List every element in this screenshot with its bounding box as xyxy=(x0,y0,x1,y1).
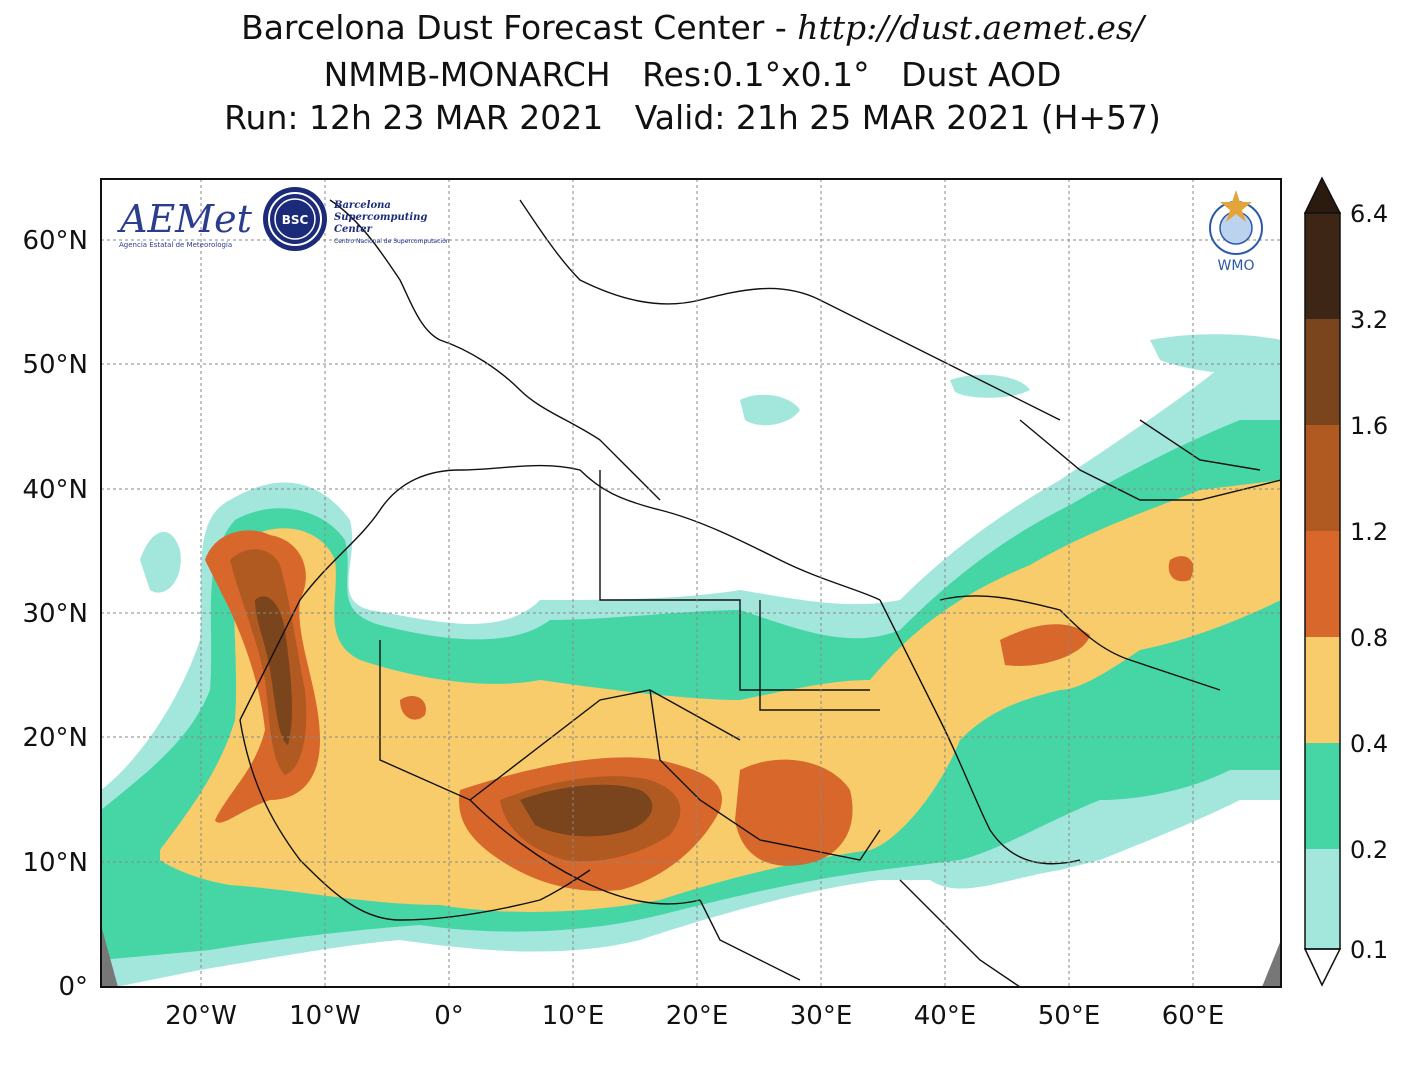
bsc-logo-text: BSC xyxy=(282,213,309,227)
bsc-logo-line3: Center xyxy=(334,224,373,235)
title-line-1: Barcelona Dust Forecast Center - http://… xyxy=(0,8,1385,48)
borders xyxy=(239,199,1281,987)
lat-label-30n: 30°N xyxy=(22,599,88,629)
star-icon xyxy=(1220,190,1252,222)
aemet-logo: AEMet Agencia Estatal de Meteorología xyxy=(117,197,253,249)
dust-field xyxy=(101,179,1281,987)
lat-label-50n: 50°N xyxy=(22,350,88,380)
bsc-logo-line1: Barcelona xyxy=(333,200,391,211)
lat-label-40n: 40°N xyxy=(22,475,88,505)
missing-data-patch xyxy=(1262,940,1281,987)
wmo-logo-text: WMO xyxy=(1218,258,1255,274)
colorbar-label-3.2: 3.2 xyxy=(1350,306,1388,334)
colorbar-bin-1.6-3.2 xyxy=(1305,319,1340,425)
title-text: Barcelona Dust Forecast Center - xyxy=(241,8,798,47)
aemet-logo-subtitle: Agencia Estatal de Meteorología xyxy=(119,241,232,249)
lon-label-30e: 30°E xyxy=(790,1001,853,1031)
lon-label-10e: 10°E xyxy=(542,1001,605,1031)
lat-label-20n: 20°N xyxy=(22,723,88,753)
lat-label-0: 0° xyxy=(58,972,88,1002)
lat-label-10n: 10°N xyxy=(22,848,88,878)
bsc-logo: BSC Barcelona Supercomputing Center Cent… xyxy=(263,187,450,251)
aemet-logo-text: AEMet xyxy=(117,197,253,241)
colorbar-label-0.1: 0.1 xyxy=(1350,936,1388,964)
lat-label-60n: 60°N xyxy=(22,226,88,256)
colorbar-outline xyxy=(1304,212,1341,950)
colorbar-extend-min xyxy=(1303,948,1342,987)
colorbar-label-1.2: 1.2 xyxy=(1350,518,1388,546)
lon-label-40e: 40°E xyxy=(914,1001,977,1031)
title-line-2: NMMB-MONARCH Res:0.1°x0.1° Dust AOD xyxy=(323,55,1062,94)
colorbar-bin-0.4-0.8 xyxy=(1305,637,1340,743)
title-url: http://dust.aemet.es/ xyxy=(797,8,1144,47)
lon-label-60e: 60°E xyxy=(1162,1001,1225,1031)
colorbar-bin-1.2-1.6 xyxy=(1305,425,1340,531)
aod-level-0.4 xyxy=(160,480,1281,912)
lon-label-10w: 10°W xyxy=(289,1001,361,1031)
colorbar-extend-max xyxy=(1303,176,1342,214)
lon-label-0: 0° xyxy=(434,1001,464,1031)
graticule xyxy=(101,179,1281,987)
lon-label-20w: 20°W xyxy=(165,1001,237,1031)
missing-data-patch xyxy=(101,925,118,987)
title-line-3: Run: 12h 23 MAR 2021 Valid: 21h 25 MAR 2… xyxy=(224,98,1161,137)
colorbar-label-0.4: 0.4 xyxy=(1350,730,1388,758)
colorbar-label-0.2: 0.2 xyxy=(1350,836,1388,864)
colorbar-label-1.6: 1.6 xyxy=(1350,412,1388,440)
colorbar-bin-3.2-6.4 xyxy=(1305,213,1340,319)
wmo-logo: WMO xyxy=(1209,190,1263,274)
colorbar: 6.4 3.2 1.6 1.2 0.8 0.4 0.2 0.1 xyxy=(1303,176,1388,987)
bsc-logo-line2: Supercomputing xyxy=(334,212,427,223)
map-frame xyxy=(100,178,1282,988)
colorbar-bin-0.2-0.4 xyxy=(1305,743,1340,849)
colorbar-label-6.4: 6.4 xyxy=(1350,200,1388,228)
bsc-logo-subtitle: Centro Nacional de Supercomputación xyxy=(334,238,450,245)
lon-label-50e: 50°E xyxy=(1038,1001,1101,1031)
lon-label-20e: 20°E xyxy=(666,1001,729,1031)
colorbar-bin-0.8-1.2 xyxy=(1305,531,1340,637)
colorbar-label-0.8: 0.8 xyxy=(1350,624,1388,652)
colorbar-bin-0.1-0.2 xyxy=(1305,849,1340,949)
